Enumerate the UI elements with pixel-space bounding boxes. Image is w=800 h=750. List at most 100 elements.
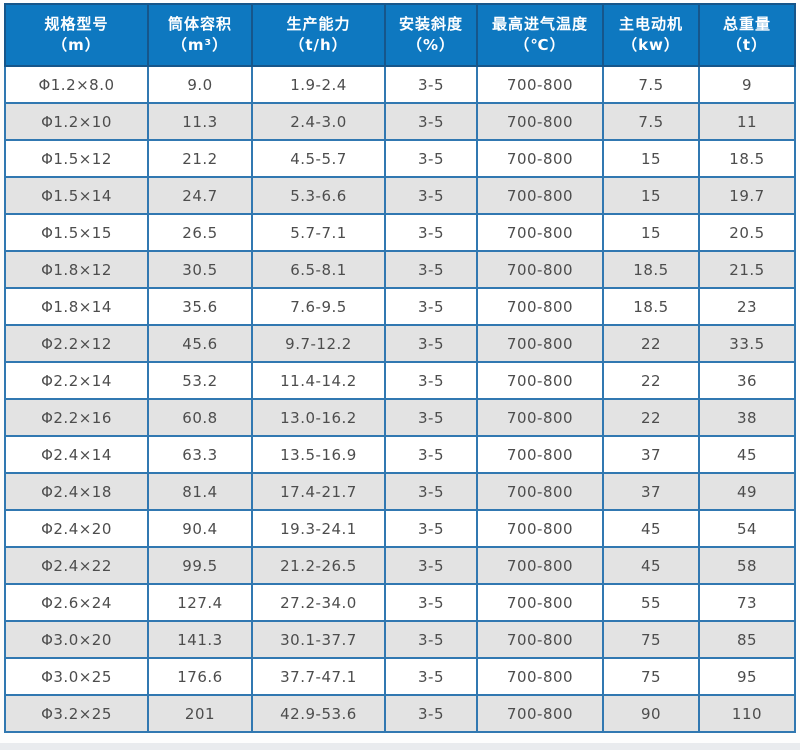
- table-row: Φ3.0×20 141.3 30.1-37.7 3-5 700-800 75 85: [4, 620, 796, 659]
- table-cell: 11.3: [147, 102, 253, 141]
- table-cell: 85: [698, 620, 796, 659]
- table-cell: 700-800: [476, 657, 604, 696]
- table-cell: 700-800: [476, 509, 604, 548]
- table-cell: 700-800: [476, 546, 604, 585]
- table-cell: 37: [602, 472, 700, 511]
- table-cell: 63.3: [147, 435, 253, 474]
- header-row: 规格型号 （m） 筒体容积 （m³） 生产能力 （t/h） 安装斜度 （%） 最…: [4, 3, 796, 67]
- table-cell: 3-5: [384, 546, 478, 585]
- table-cell: 3-5: [384, 694, 478, 733]
- header-unit: （t）: [726, 36, 768, 54]
- table-cell: 35.6: [147, 287, 253, 326]
- table-cell: 700-800: [476, 694, 604, 733]
- table-cell: 26.5: [147, 213, 253, 252]
- table-cell: 13.0-16.2: [251, 398, 386, 437]
- table-cell: 2.4-3.0: [251, 102, 386, 141]
- table-cell: 30.5: [147, 250, 253, 289]
- header-cell-model: 规格型号 （m）: [4, 3, 149, 67]
- table-cell: 700-800: [476, 620, 604, 659]
- table-cell: 9.0: [147, 65, 253, 104]
- table-cell: 700-800: [476, 435, 604, 474]
- table-cell: Φ1.8×14: [4, 287, 149, 326]
- table-cell: 99.5: [147, 546, 253, 585]
- table-cell: 27.2-34.0: [251, 583, 386, 622]
- table-cell: 37: [602, 435, 700, 474]
- table-cell: 3-5: [384, 435, 478, 474]
- table-cell: Φ1.5×14: [4, 176, 149, 215]
- table-row: Φ1.8×14 35.6 7.6-9.5 3-5 700-800 18.5 23: [4, 287, 796, 326]
- table-row: Φ2.6×24 127.4 27.2-34.0 3-5 700-800 55 73: [4, 583, 796, 622]
- table-cell: 6.5-8.1: [251, 250, 386, 289]
- table-cell: 81.4: [147, 472, 253, 511]
- table-cell: 55: [602, 583, 700, 622]
- table-cell: 3-5: [384, 102, 478, 141]
- table-cell: 700-800: [476, 398, 604, 437]
- table-cell: 700-800: [476, 102, 604, 141]
- table-cell: 700-800: [476, 324, 604, 363]
- table-cell: 33.5: [698, 324, 796, 363]
- table-cell: 7.5: [602, 65, 700, 104]
- table-cell: 700-800: [476, 139, 604, 178]
- table-cell: 95: [698, 657, 796, 696]
- table-cell: 3-5: [384, 213, 478, 252]
- table-cell: Φ2.2×14: [4, 361, 149, 400]
- table-cell: 700-800: [476, 213, 604, 252]
- table-cell: 3-5: [384, 472, 478, 511]
- table-cell: 11: [698, 102, 796, 141]
- table-cell: 110: [698, 694, 796, 733]
- table-row: Φ1.5×15 26.5 5.7-7.1 3-5 700-800 15 20.5: [4, 213, 796, 252]
- table-cell: 19.3-24.1: [251, 509, 386, 548]
- table-cell: Φ1.5×12: [4, 139, 149, 178]
- table-cell: 13.5-16.9: [251, 435, 386, 474]
- header-cell-main-motor: 主电动机 （kw）: [602, 3, 700, 67]
- table-cell: 700-800: [476, 361, 604, 400]
- header-unit: （kw）: [622, 36, 680, 54]
- table-cell: 7.6-9.5: [251, 287, 386, 326]
- table-cell: 3-5: [384, 287, 478, 326]
- table-cell: 42.9-53.6: [251, 694, 386, 733]
- table-cell: 45: [602, 546, 700, 585]
- table-cell: 22: [602, 324, 700, 363]
- table-cell: 45: [602, 509, 700, 548]
- table-row: Φ2.4×18 81.4 17.4-21.7 3-5 700-800 37 49: [4, 472, 796, 511]
- table-cell: 49: [698, 472, 796, 511]
- table-cell: Φ2.2×12: [4, 324, 149, 363]
- table-row: Φ1.8×12 30.5 6.5-8.1 3-5 700-800 18.5 21.5: [4, 250, 796, 289]
- header-unit: （%）: [406, 36, 456, 54]
- table-cell: 201: [147, 694, 253, 733]
- table-cell: 700-800: [476, 287, 604, 326]
- table-cell: 75: [602, 657, 700, 696]
- table-cell: 24.7: [147, 176, 253, 215]
- table-cell: 5.7-7.1: [251, 213, 386, 252]
- table-cell: 3-5: [384, 361, 478, 400]
- table-header: 规格型号 （m） 筒体容积 （m³） 生产能力 （t/h） 安装斜度 （%） 最…: [4, 3, 796, 67]
- table-cell: 23: [698, 287, 796, 326]
- table-body: Φ1.2×8.0 9.0 1.9-2.4 3-5 700-800 7.5 9 Φ1.2×10 1…: [4, 65, 796, 733]
- header-title: 规格型号: [44, 15, 109, 33]
- header-unit: （t/h）: [289, 36, 348, 54]
- table-cell: 22: [602, 398, 700, 437]
- table-cell: 700-800: [476, 65, 604, 104]
- header-unit: （m³）: [171, 36, 229, 54]
- table-row: Φ1.2×10 11.3 2.4-3.0 3-5 700-800 7.5 11: [4, 102, 796, 141]
- header-title: 总重量: [722, 15, 771, 33]
- table-row: Φ3.0×25 176.6 37.7-47.1 3-5 700-800 75 95: [4, 657, 796, 696]
- table-cell: 3-5: [384, 324, 478, 363]
- table-cell: 73: [698, 583, 796, 622]
- table-row: Φ2.2×16 60.8 13.0-16.2 3-5 700-800 22 38: [4, 398, 796, 437]
- header-title: 主电动机: [618, 15, 683, 33]
- table-cell: 141.3: [147, 620, 253, 659]
- table-cell: 700-800: [476, 472, 604, 511]
- table-cell: 18.5: [698, 139, 796, 178]
- table-cell: 15: [602, 139, 700, 178]
- table-cell: Φ2.2×16: [4, 398, 149, 437]
- table-cell: 127.4: [147, 583, 253, 622]
- table-cell: 20.5: [698, 213, 796, 252]
- table-cell: Φ1.2×10: [4, 102, 149, 141]
- table-cell: 36: [698, 361, 796, 400]
- table-cell: 3-5: [384, 176, 478, 215]
- header-cell-max-intake-temp: 最高进气温度 （℃）: [476, 3, 604, 67]
- table-cell: 700-800: [476, 176, 604, 215]
- table-cell: 75: [602, 620, 700, 659]
